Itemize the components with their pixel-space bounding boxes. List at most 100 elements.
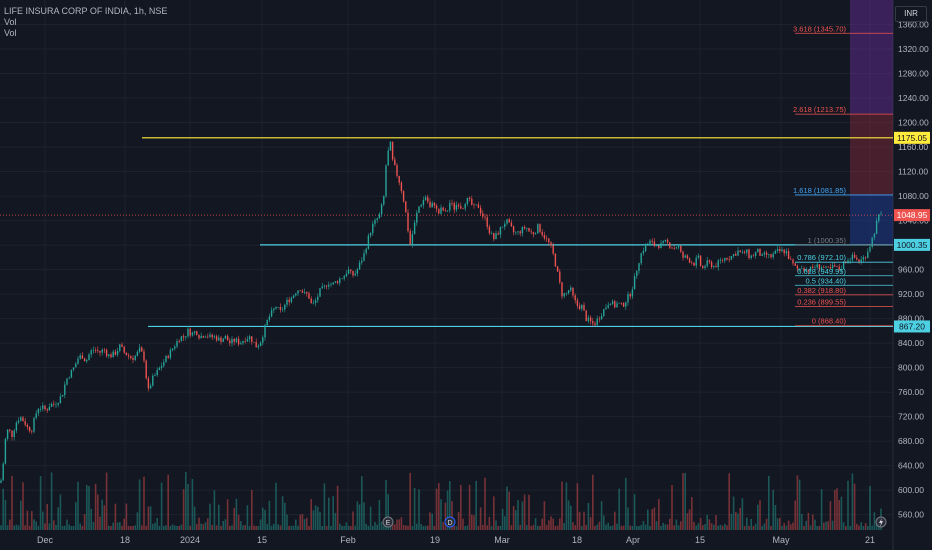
candle-body [372,223,374,234]
currency-badge[interactable]: INR [895,6,927,22]
candle-body [77,358,79,364]
volume-bar [429,512,431,530]
candle-body [317,296,319,301]
candle-body [433,202,436,206]
candle-body [594,323,596,326]
candle-body [213,336,216,338]
volume-indicator-label[interactable]: Vol [4,17,17,27]
volume-bar [28,525,31,530]
candle-body [675,247,678,249]
candle-body [143,351,145,361]
volume-bar [17,525,20,530]
y-tick-label: 800.00 [898,363,924,373]
time-axis[interactable]: Dec 18 2024 15 Feb 19 Mar 18 Apr 15 May 21 [37,535,875,545]
volume-bar [682,473,684,530]
price-axis[interactable]: 560.00 600.00 640.00 680.00 720.00 760.00 800.… [894,20,930,520]
volume-bar [827,521,829,530]
candle-body [211,334,213,338]
candle-body [292,295,295,298]
candle-body [108,354,110,356]
volume-bar [290,525,293,530]
candle-body [264,325,266,338]
volume-bar [116,522,119,530]
volume-bar [325,525,328,530]
candle-body [33,417,35,432]
volume-bar [189,525,191,530]
volume-bar [178,526,180,530]
candle-body [229,340,231,344]
volume-bar [383,525,385,530]
volume-bar [191,479,194,530]
candle-body [202,336,205,338]
candle-body [565,293,568,294]
candle-body [750,255,752,258]
candle-body [697,255,700,258]
volume-bar [215,525,218,530]
candle-body [222,338,224,342]
volume-bar [193,506,196,530]
candle-body [482,213,484,217]
candle-body [805,269,807,271]
candle-body [856,257,858,260]
volume-bar [112,522,114,530]
volume-bar [253,525,255,530]
volume-bar [693,521,695,530]
candle-body [156,369,158,375]
candle-body [561,282,563,297]
candle-body [809,266,812,272]
candle-body [803,268,805,271]
candle-body [653,241,656,246]
volume-bar [134,525,136,530]
volume-bar [735,512,737,530]
candle-body [13,430,15,438]
candle-body [629,294,631,297]
volume-bar [46,503,48,530]
volume-bar [402,525,405,530]
candle-body [644,244,647,251]
volume-bar [798,479,801,530]
candle-body [607,305,609,308]
candle-body [858,259,860,262]
volume-bar [198,517,200,530]
candle-body [147,378,150,389]
candle-body [68,377,70,379]
volume-bar [4,499,7,530]
candle-body [563,293,565,297]
candle-body [286,299,288,305]
volume-bar [156,517,158,530]
candle-body [405,201,407,213]
volume-bar [204,522,207,530]
symbol-title[interactable]: LIFE INSURA CORP OF INDIA, 1h, NSE [4,6,168,16]
volume-bar [114,503,117,530]
candle-body [200,336,202,339]
volume-bar [559,518,561,530]
candle-body [383,196,385,205]
candle-body [743,251,746,253]
y-tick-label: 1200.00 [898,118,929,128]
candle-body [187,328,189,337]
candle-body [464,203,466,209]
volume-bar [702,525,704,530]
volume-bar [539,525,541,530]
candle-body [259,342,262,347]
x-tick-label: 18 [572,535,582,545]
y-tick-label: 1120.00 [898,167,928,177]
volume-bar [422,526,425,530]
candle-body [853,254,856,258]
candle-body [706,260,708,266]
volume-bar [574,525,576,530]
candle-body [306,292,308,294]
candle-body [574,295,576,301]
volume-bar [640,524,642,530]
volume-bar [847,480,849,530]
volume-bar [607,522,609,530]
candle-body [303,292,306,293]
candle-body [757,248,759,253]
candle-body [453,203,455,210]
y-tick-label: 1320.00 [898,44,929,54]
volume-bar [13,525,15,530]
volume-indicator-label-2[interactable]: Vol [4,28,17,38]
candle-body [455,204,458,210]
